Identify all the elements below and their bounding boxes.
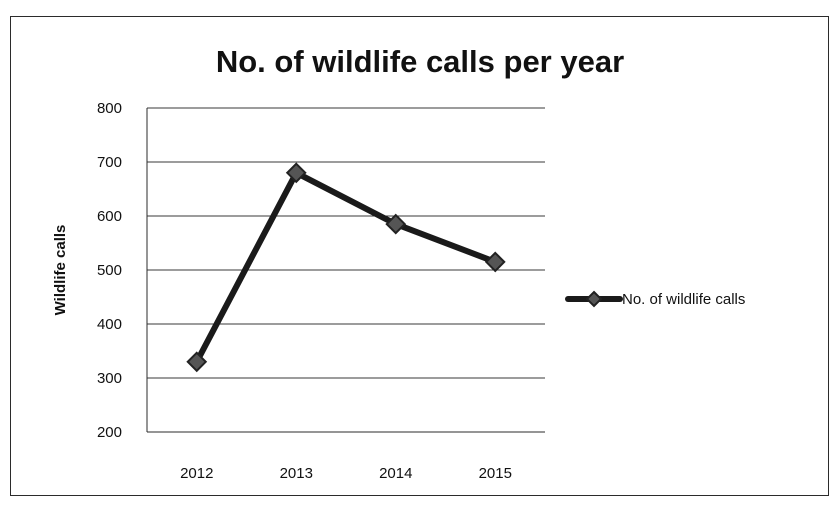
y-tick-label: 800 bbox=[97, 100, 122, 117]
legend: No. of wildlife calls bbox=[565, 290, 745, 308]
x-tick-label: 2013 bbox=[280, 465, 313, 482]
x-tick-label: 2012 bbox=[180, 465, 213, 482]
data-point bbox=[186, 351, 208, 373]
y-tick-label: 200 bbox=[97, 424, 122, 441]
x-tick-label: 2014 bbox=[379, 465, 412, 482]
series-group bbox=[186, 162, 506, 373]
y-tick-label: 700 bbox=[97, 154, 122, 171]
data-point bbox=[385, 213, 407, 235]
y-tick-label: 500 bbox=[97, 262, 122, 279]
y-tick-label: 300 bbox=[97, 370, 122, 387]
data-point bbox=[484, 251, 506, 273]
legend-label: No. of wildlife calls bbox=[622, 291, 745, 308]
x-tick-label: 2015 bbox=[479, 465, 512, 482]
chart-title: No. of wildlife calls per year bbox=[216, 44, 624, 79]
series-line bbox=[193, 169, 499, 365]
legend-marker-swatch bbox=[585, 290, 603, 308]
axes bbox=[146, 108, 545, 433]
y-tick-label: 600 bbox=[97, 208, 122, 225]
y-tick-label: 400 bbox=[97, 316, 122, 333]
y-axis-label: Wildlife calls bbox=[52, 225, 69, 316]
y-axis-ticks: 200 300 400 500 600 700 800 bbox=[97, 100, 122, 441]
data-point bbox=[285, 162, 307, 184]
x-axis-ticks: 2012 2013 2014 2015 bbox=[180, 465, 512, 482]
